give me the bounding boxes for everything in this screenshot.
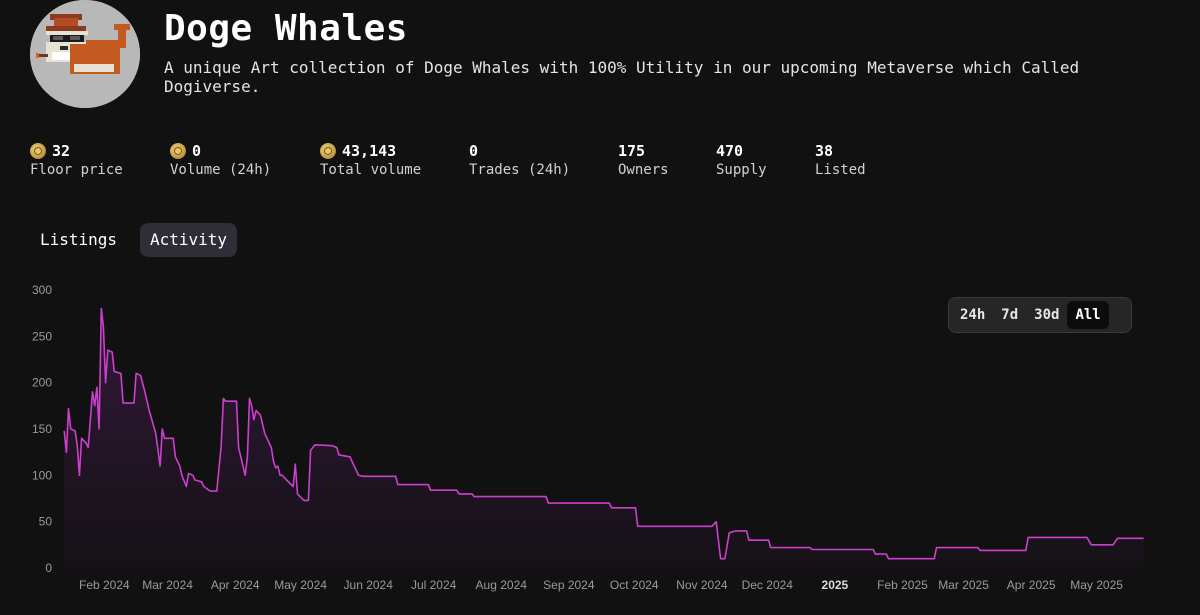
doge-whale-pixel-avatar (30, 0, 140, 108)
stat-value: 175 (618, 142, 646, 160)
stat-label: Listed (815, 162, 866, 178)
stat-value: 43,143 (342, 142, 397, 160)
stat-label: Owners (618, 162, 669, 178)
collection-title: Doge Whales (164, 8, 408, 49)
stat-trades-24h: 0 Trades (24h) (469, 142, 570, 178)
tab-activity[interactable]: Activity (140, 223, 238, 257)
range-all-button[interactable]: All (1067, 301, 1109, 329)
range-30d-button[interactable]: 30d (1034, 307, 1060, 323)
x-tick-label: Apr 2025 (1007, 578, 1056, 592)
x-tick-label: Mar 2025 (938, 578, 989, 592)
stat-label: Total volume (320, 162, 422, 178)
range-7d-button[interactable]: 7d (1001, 307, 1019, 323)
range-24h-button[interactable]: 24h (960, 307, 986, 323)
stat-listed: 38 Listed (815, 142, 866, 178)
stat-value: 0 (192, 142, 202, 160)
stat-supply: 470 Supply (716, 142, 767, 178)
y-axis: 0 50 100 150 200 250 300 (32, 283, 52, 575)
x-tick-label: 2025 (822, 578, 849, 592)
stat-value: 38 (815, 142, 834, 160)
stat-value: 0 (469, 142, 479, 160)
stat-label: Volume (24h) (170, 162, 272, 178)
price-line (63, 307, 1144, 560)
x-tick-label: Sep 2024 (543, 578, 595, 592)
x-tick-label: Aug 2024 (476, 578, 528, 592)
y-tick-label: 200 (32, 376, 52, 390)
x-tick-label: Oct 2024 (610, 578, 659, 592)
stat-label: Trades (24h) (469, 162, 571, 178)
x-tick-label: Jun 2024 (344, 578, 394, 592)
doge-coin-icon (320, 143, 336, 159)
x-tick-label: Apr 2024 (211, 578, 260, 592)
x-tick-label: Dec 2024 (742, 578, 794, 592)
doge-coin-icon (30, 143, 46, 159)
price-area (64, 308, 1144, 568)
y-tick-label: 250 (32, 329, 52, 343)
collection-description: A unique Art collection of Doge Whales w… (164, 58, 1080, 96)
stat-owners: 175 Owners (618, 142, 669, 178)
stat-value: 32 (52, 142, 71, 160)
y-tick-label: 0 (45, 561, 52, 575)
stat-volume-24h: 0 Volume (24h) (170, 142, 271, 178)
time-range-selector: 24h 7d 30d All (948, 297, 1132, 333)
x-tick-label: Mar 2024 (142, 578, 193, 592)
x-tick-label: Nov 2024 (676, 578, 728, 592)
y-tick-label: 100 (32, 468, 52, 482)
stat-label: Floor price (30, 162, 123, 178)
tab-listings[interactable]: Listings (40, 230, 118, 249)
doge-coin-icon (170, 143, 186, 159)
x-tick-label: Jul 2024 (411, 578, 457, 592)
stat-total-volume: 43,143 Total volume (320, 142, 421, 178)
x-tick-label: Feb 2025 (877, 578, 928, 592)
x-tick-label: May 2024 (274, 578, 327, 592)
y-tick-label: 150 (32, 422, 52, 436)
x-tick-label: Feb 2024 (79, 578, 130, 592)
price-chart: 0 50 100 150 200 250 300 Feb 2024 Mar 2024 Apr 2… (32, 283, 1144, 592)
y-tick-label: 300 (32, 283, 52, 297)
collection-avatar (30, 0, 140, 108)
stat-value: 470 (716, 142, 744, 160)
stat-floor-price: 32 Floor price (30, 142, 123, 178)
x-tick-label: May 2025 (1070, 578, 1123, 592)
x-axis: Feb 2024 Mar 2024 Apr 2024 May 2024 Jun 2024… (79, 578, 1123, 592)
y-tick-label: 50 (39, 515, 53, 529)
stat-label: Supply (716, 162, 767, 178)
